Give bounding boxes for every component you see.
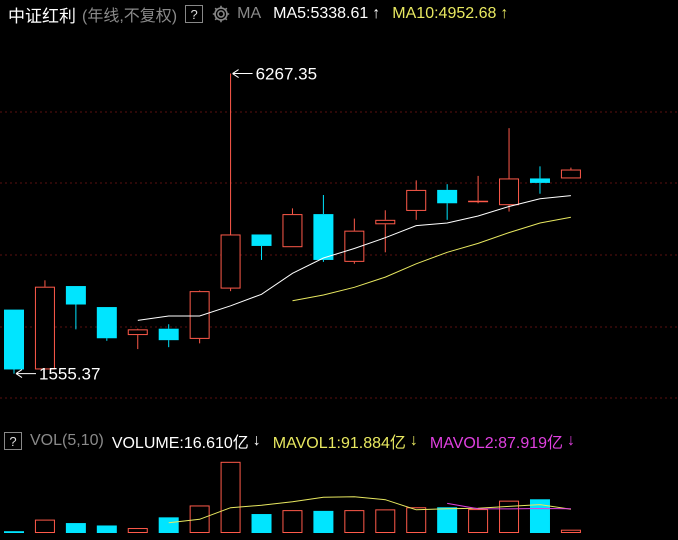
volume-help-icon[interactable]: ? bbox=[4, 432, 22, 450]
candlestick-chart[interactable]: 6267.35 1555.37 bbox=[0, 28, 678, 428]
ma10-value: MA10:4952.68 bbox=[392, 5, 497, 22]
candle-body bbox=[437, 189, 458, 204]
volume-bar bbox=[158, 517, 179, 533]
volume-bar bbox=[313, 510, 334, 533]
ma5-trend-arrow-icon: ↑ bbox=[372, 5, 381, 22]
candle-body bbox=[158, 328, 179, 341]
candle-body bbox=[282, 214, 303, 248]
mavol2-line bbox=[447, 502, 571, 510]
candle-body bbox=[220, 234, 241, 289]
candle-body bbox=[529, 178, 550, 183]
mavol2-trend-arrow-icon: ↓ bbox=[567, 432, 576, 449]
mavol2-value: MAVOL2:87.919亿 bbox=[429, 435, 564, 452]
volume-indicator-label[interactable]: VOL(5,10) bbox=[30, 432, 104, 449]
candle-body bbox=[34, 286, 55, 370]
volume-bar bbox=[344, 510, 365, 533]
volume-header: ? VOL(5,10) VOLUME:16.610亿 ↓ MAVOL1:91.8… bbox=[0, 428, 678, 454]
high-price-label: 6267.35 bbox=[256, 65, 317, 84]
volume-bar bbox=[406, 507, 427, 533]
volume-bar bbox=[220, 461, 241, 534]
mavol1-value: MAVOL1:91.884亿 bbox=[272, 435, 406, 452]
volume-bar bbox=[127, 528, 148, 534]
candle-body bbox=[313, 214, 334, 260]
low-price-label: 1555.37 bbox=[39, 365, 100, 384]
candle-body bbox=[499, 178, 520, 206]
ma10-trend-arrow-icon: ↑ bbox=[500, 5, 509, 22]
volume-trend-arrow-icon: ↓ bbox=[252, 432, 261, 449]
help-icon[interactable]: ? bbox=[185, 5, 204, 23]
ma5-line bbox=[137, 195, 571, 321]
volume-bar bbox=[282, 510, 303, 533]
high-marker-arrow-icon bbox=[232, 69, 253, 78]
candle-body bbox=[468, 200, 489, 203]
volume-bar bbox=[560, 529, 581, 534]
candle-body bbox=[406, 189, 427, 211]
gear-icon[interactable] bbox=[211, 4, 231, 24]
candle-body bbox=[189, 291, 210, 339]
candle-body bbox=[96, 307, 117, 339]
volume-bar bbox=[251, 514, 272, 533]
low-marker-arrow-icon bbox=[15, 369, 36, 378]
volume-bar bbox=[34, 519, 55, 533]
volume-bar bbox=[529, 499, 550, 533]
volume-bar bbox=[437, 507, 458, 533]
volume-bar bbox=[4, 531, 24, 533]
ma10-line bbox=[292, 216, 571, 302]
volume-value: VOLUME:16.610亿 bbox=[111, 435, 249, 452]
mavol1-trend-arrow-icon: ↓ bbox=[409, 432, 418, 449]
volume-chart[interactable] bbox=[0, 456, 678, 540]
candle-body bbox=[344, 230, 365, 262]
candle-body bbox=[65, 286, 86, 305]
candle-body bbox=[4, 309, 24, 370]
candle-body bbox=[560, 169, 581, 179]
index-title: 中证红利 bbox=[8, 6, 76, 26]
ma5-value: MA5:5338.61 bbox=[273, 5, 369, 22]
volume-bar bbox=[65, 523, 86, 533]
mavol1-line bbox=[168, 496, 571, 524]
volume-bar bbox=[468, 509, 489, 533]
candle-body bbox=[375, 219, 396, 225]
period-label: (年线,不复权) bbox=[82, 8, 178, 25]
volume-bar bbox=[375, 509, 396, 533]
candle-body bbox=[251, 234, 272, 246]
volume-bar bbox=[96, 525, 117, 533]
chart-header: 中证红利 (年线,不复权) ? MA MA5:5338.61 ↑ MA10:49… bbox=[0, 1, 678, 27]
candle-body bbox=[127, 329, 148, 336]
ma-settings-label[interactable]: MA bbox=[237, 5, 262, 22]
